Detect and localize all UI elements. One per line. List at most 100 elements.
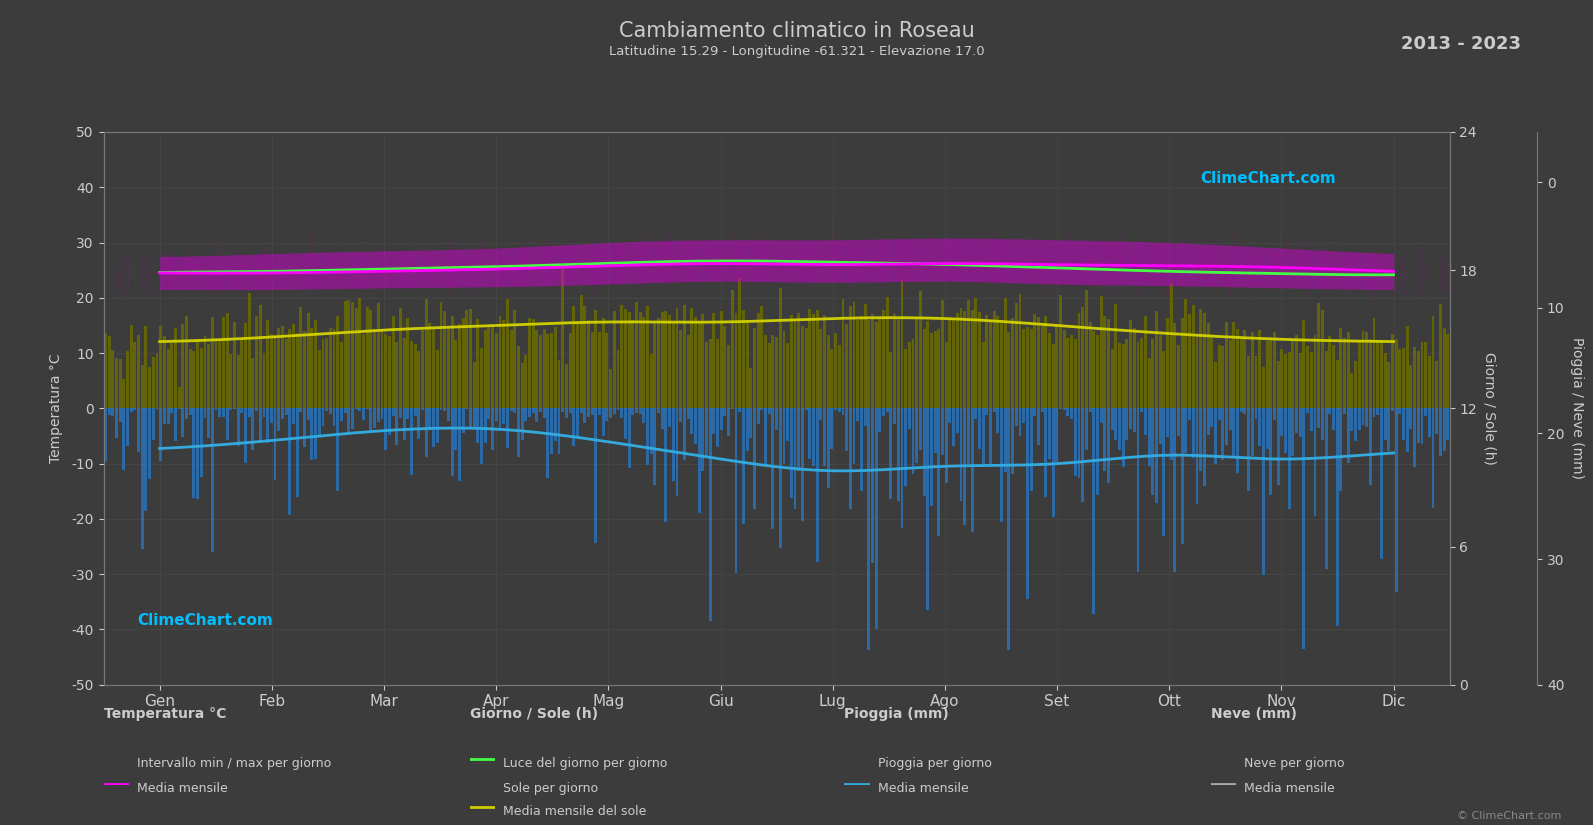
Bar xyxy=(274,338,277,408)
Bar xyxy=(1192,305,1195,408)
Bar xyxy=(1395,339,1397,408)
Bar xyxy=(1074,339,1077,408)
Bar xyxy=(605,333,609,408)
Bar xyxy=(1085,408,1088,450)
Bar xyxy=(339,342,342,408)
Bar xyxy=(591,332,594,408)
Bar xyxy=(819,329,822,408)
Bar xyxy=(620,304,623,408)
Bar xyxy=(1332,345,1335,408)
Bar xyxy=(174,408,177,441)
Bar xyxy=(129,325,132,408)
Bar xyxy=(395,408,398,445)
Bar xyxy=(454,408,457,450)
Bar xyxy=(793,408,796,509)
Bar xyxy=(1018,294,1021,408)
Bar xyxy=(550,332,553,408)
Bar xyxy=(846,324,847,408)
Bar xyxy=(698,408,701,512)
Bar xyxy=(322,339,325,408)
Bar xyxy=(824,408,827,466)
Bar xyxy=(1314,408,1316,516)
Bar xyxy=(1362,331,1365,408)
Bar xyxy=(333,329,336,408)
Bar xyxy=(816,309,819,408)
Bar xyxy=(148,367,151,408)
Bar xyxy=(1410,365,1413,408)
Bar xyxy=(919,290,922,408)
Bar xyxy=(852,303,855,408)
Bar xyxy=(919,408,922,450)
Bar xyxy=(454,340,457,408)
Bar xyxy=(1317,303,1321,408)
Text: Temperatura °C: Temperatura °C xyxy=(104,707,226,721)
Bar xyxy=(358,408,362,411)
Bar xyxy=(975,408,977,418)
Bar xyxy=(277,408,280,431)
Bar xyxy=(126,351,129,408)
Bar xyxy=(1284,408,1287,453)
Bar xyxy=(1063,408,1066,410)
Bar xyxy=(1321,310,1324,408)
Bar xyxy=(406,318,409,408)
Bar xyxy=(1357,340,1360,408)
Bar xyxy=(1335,361,1338,408)
Bar xyxy=(628,312,631,408)
Bar xyxy=(941,408,945,455)
Bar xyxy=(1070,408,1074,418)
Bar xyxy=(609,408,612,417)
Bar xyxy=(119,408,121,422)
Bar xyxy=(616,408,620,410)
Bar xyxy=(1074,408,1077,476)
Bar xyxy=(1222,408,1225,460)
Bar xyxy=(819,408,822,420)
Bar xyxy=(1214,362,1217,408)
Bar xyxy=(303,331,306,408)
Bar xyxy=(1265,341,1268,408)
Bar xyxy=(178,408,180,409)
Bar xyxy=(816,408,819,562)
Bar xyxy=(182,323,185,408)
Bar xyxy=(193,351,196,408)
Bar xyxy=(185,408,188,419)
Bar xyxy=(734,313,738,408)
Bar xyxy=(325,408,328,412)
Bar xyxy=(409,341,413,408)
Bar xyxy=(1096,335,1099,408)
Bar xyxy=(723,408,726,416)
Bar xyxy=(597,408,601,415)
Bar xyxy=(215,341,218,408)
Bar xyxy=(288,329,292,408)
Bar xyxy=(226,313,228,408)
Bar xyxy=(1051,408,1055,517)
Bar xyxy=(583,408,586,423)
Bar xyxy=(591,408,594,415)
Bar xyxy=(1413,408,1416,467)
Bar xyxy=(280,326,284,408)
Bar xyxy=(757,313,760,408)
Bar xyxy=(875,408,878,629)
Bar xyxy=(336,408,339,492)
Bar xyxy=(285,408,288,415)
Bar xyxy=(1059,295,1063,408)
Bar xyxy=(392,316,395,408)
Bar xyxy=(787,343,789,408)
Bar xyxy=(1188,314,1192,408)
Bar xyxy=(1236,329,1239,408)
Bar xyxy=(1093,408,1096,615)
Bar xyxy=(1088,322,1091,408)
Bar xyxy=(1203,408,1206,486)
Bar xyxy=(642,317,645,408)
Bar xyxy=(362,408,365,420)
Bar xyxy=(948,408,951,422)
Bar xyxy=(1152,408,1155,495)
Bar xyxy=(1314,335,1316,408)
Bar xyxy=(667,315,671,408)
Bar xyxy=(1066,338,1069,408)
Bar xyxy=(162,336,166,408)
Bar xyxy=(440,302,443,408)
Bar xyxy=(1373,318,1375,408)
Bar xyxy=(1410,408,1413,429)
Bar xyxy=(196,408,199,499)
Bar xyxy=(753,408,757,509)
